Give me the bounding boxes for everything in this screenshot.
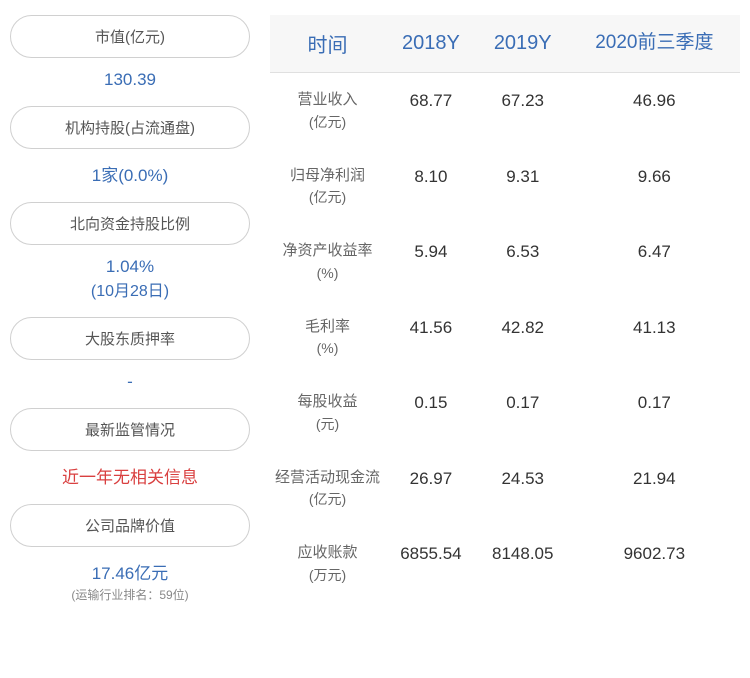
info-box-inst-holding: 机构持股(占流通盘) xyxy=(10,106,250,149)
row-label: 应收账款(万元) xyxy=(270,526,385,602)
row-value: 8148.05 xyxy=(477,526,569,602)
info-brand-footnote: (运输行业排名：59位) xyxy=(10,586,250,603)
table-row: 经营活动现金流(亿元)26.9724.5321.94 xyxy=(270,451,740,527)
table-row: 净资产收益率(%)5.946.536.47 xyxy=(270,224,740,300)
financial-table: 时间 2018Y 2019Y 2020前三季度 营业收入(亿元)68.7767.… xyxy=(270,15,740,602)
row-value: 41.56 xyxy=(385,300,477,376)
row-value: 6.47 xyxy=(569,224,740,300)
northbound-pct: 1.04% xyxy=(106,257,154,276)
table-row: 每股收益(元)0.150.170.17 xyxy=(270,375,740,451)
info-value-regulation: 近一年无相关信息 xyxy=(10,457,250,498)
row-value: 42.82 xyxy=(477,300,569,376)
row-value: 0.17 xyxy=(477,375,569,451)
row-label: 每股收益(元) xyxy=(270,375,385,451)
row-value: 9.31 xyxy=(477,149,569,225)
row-value: 41.13 xyxy=(569,300,740,376)
row-label: 净资产收益率(%) xyxy=(270,224,385,300)
info-box-pledge: 大股东质押率 xyxy=(10,317,250,360)
table-row: 归母净利润(亿元)8.109.319.66 xyxy=(270,149,740,225)
row-label: 营业收入(亿元) xyxy=(270,73,385,149)
info-value-pledge: - xyxy=(10,366,250,402)
row-value: 0.15 xyxy=(385,375,477,451)
th-time: 时间 xyxy=(270,15,385,73)
table-row: 应收账款(万元)6855.548148.059602.73 xyxy=(270,526,740,602)
row-label: 经营活动现金流(亿元) xyxy=(270,451,385,527)
row-value: 46.96 xyxy=(569,73,740,149)
left-info-panel: 市值(亿元) 130.39 机构持股(占流通盘) 1家(0.0%) 北向资金持股… xyxy=(10,15,265,663)
row-value: 8.10 xyxy=(385,149,477,225)
row-value: 6.53 xyxy=(477,224,569,300)
row-value: 24.53 xyxy=(477,451,569,527)
info-box-regulation: 最新监管情况 xyxy=(10,408,250,451)
table-row: 毛利率(%)41.5642.8241.13 xyxy=(270,300,740,376)
th-2019y: 2019Y xyxy=(477,15,569,73)
row-value: 9.66 xyxy=(569,149,740,225)
northbound-date: (10月28日) xyxy=(91,283,169,300)
row-label: 毛利率(%) xyxy=(270,300,385,376)
info-value-northbound: 1.04% (10月28日) xyxy=(10,251,250,311)
info-value-brand-value: 17.46亿元 xyxy=(10,553,250,586)
row-value: 21.94 xyxy=(569,451,740,527)
row-value: 0.17 xyxy=(569,375,740,451)
financial-table-panel: 时间 2018Y 2019Y 2020前三季度 营业收入(亿元)68.7767.… xyxy=(265,15,740,663)
table-body: 营业收入(亿元)68.7767.2346.96归母净利润(亿元)8.109.31… xyxy=(270,73,740,602)
row-value: 26.97 xyxy=(385,451,477,527)
table-header-row: 时间 2018Y 2019Y 2020前三季度 xyxy=(270,15,740,73)
table-row: 营业收入(亿元)68.7767.2346.96 xyxy=(270,73,740,149)
row-value: 68.77 xyxy=(385,73,477,149)
info-value-market-cap: 130.39 xyxy=(10,64,250,100)
row-value: 67.23 xyxy=(477,73,569,149)
row-value: 6855.54 xyxy=(385,526,477,602)
row-value: 5.94 xyxy=(385,224,477,300)
info-box-northbound: 北向资金持股比例 xyxy=(10,202,250,245)
row-value: 9602.73 xyxy=(569,526,740,602)
info-value-inst-holding: 1家(0.0%) xyxy=(10,155,250,196)
th-2018y: 2018Y xyxy=(385,15,477,73)
info-box-market-cap: 市值(亿元) xyxy=(10,15,250,58)
row-label: 归母净利润(亿元) xyxy=(270,149,385,225)
th-2020q3: 2020前三季度 xyxy=(569,15,740,73)
info-box-brand-value: 公司品牌价值 xyxy=(10,504,250,547)
